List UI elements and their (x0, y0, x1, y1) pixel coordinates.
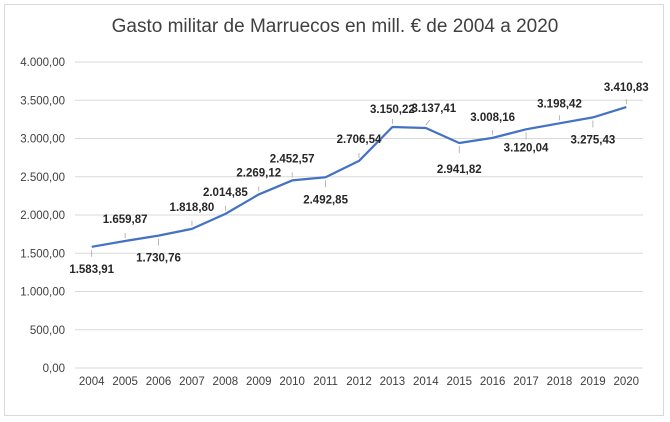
x-tick-label-2013: 2013 (380, 376, 406, 388)
y-tick-label-8: 4.000,00 (20, 57, 65, 69)
data-label-2013: 3.150,22 (370, 104, 415, 116)
y-tick-label-3: 1.500,00 (20, 248, 65, 260)
x-tick-label-2020: 2020 (613, 376, 639, 388)
x-tick-label-2007: 2007 (179, 376, 205, 388)
x-tick-label-2005: 2005 (112, 376, 138, 388)
x-tick-label-2015: 2015 (446, 376, 472, 388)
data-label-2004: 1.583,91 (69, 264, 114, 276)
data-label-2010: 2.452,57 (270, 153, 315, 165)
x-tick-label-2018: 2018 (547, 376, 573, 388)
chart-frame (4, 4, 664, 416)
leader-line-2014 (425, 119, 431, 126)
x-tick-label-2017: 2017 (513, 376, 539, 388)
x-tick-label-2008: 2008 (213, 376, 239, 388)
y-tick-label-4: 2.000,00 (20, 210, 65, 222)
x-tick-label-2004: 2004 (79, 376, 105, 388)
series-line (91, 106, 627, 248)
data-label-2020: 3.410,83 (604, 82, 649, 94)
y-tick-label-1: 500,00 (30, 325, 65, 337)
y-tick-label-2: 1.000,00 (20, 287, 65, 299)
data-label-2008: 2.014,85 (203, 187, 248, 199)
data-label-2018: 3.198,42 (537, 98, 582, 110)
data-label-2011: 2.492,85 (303, 194, 348, 206)
chart-title: Gasto militar de Marruecos en mill. € de… (111, 16, 559, 37)
data-label-2016: 3.008,16 (470, 112, 515, 124)
x-tick-label-2012: 2012 (346, 376, 372, 388)
x-tick-label-2011: 2011 (313, 376, 338, 388)
x-tick-label-2006: 2006 (146, 376, 172, 388)
x-tick-label-2010: 2010 (279, 376, 305, 388)
data-label-2009: 2.269,12 (236, 167, 281, 179)
y-tick-label-0: 0,00 (43, 363, 65, 375)
x-tick-label-2016: 2016 (480, 376, 506, 388)
data-label-2006: 1.730,76 (136, 253, 181, 265)
y-tick-label-7: 3.500,00 (20, 95, 65, 107)
y-tick-label-5: 2.500,00 (20, 172, 65, 184)
x-tick-label-2019: 2019 (580, 376, 606, 388)
data-label-2007: 1.818,80 (170, 202, 215, 214)
data-label-2005: 1.659,87 (103, 214, 148, 226)
data-label-2017: 3.120,04 (504, 142, 549, 154)
x-tick-label-2009: 2009 (246, 376, 272, 388)
y-tick-label-6: 3.000,00 (20, 134, 65, 146)
data-label-2019: 3.275,43 (570, 134, 615, 146)
data-label-2012: 2.706,54 (337, 134, 382, 146)
data-label-2015: 2.941,82 (437, 164, 482, 176)
x-tick-label-2014: 2014 (413, 376, 439, 388)
data-label-2014: 3.137,41 (411, 103, 456, 115)
